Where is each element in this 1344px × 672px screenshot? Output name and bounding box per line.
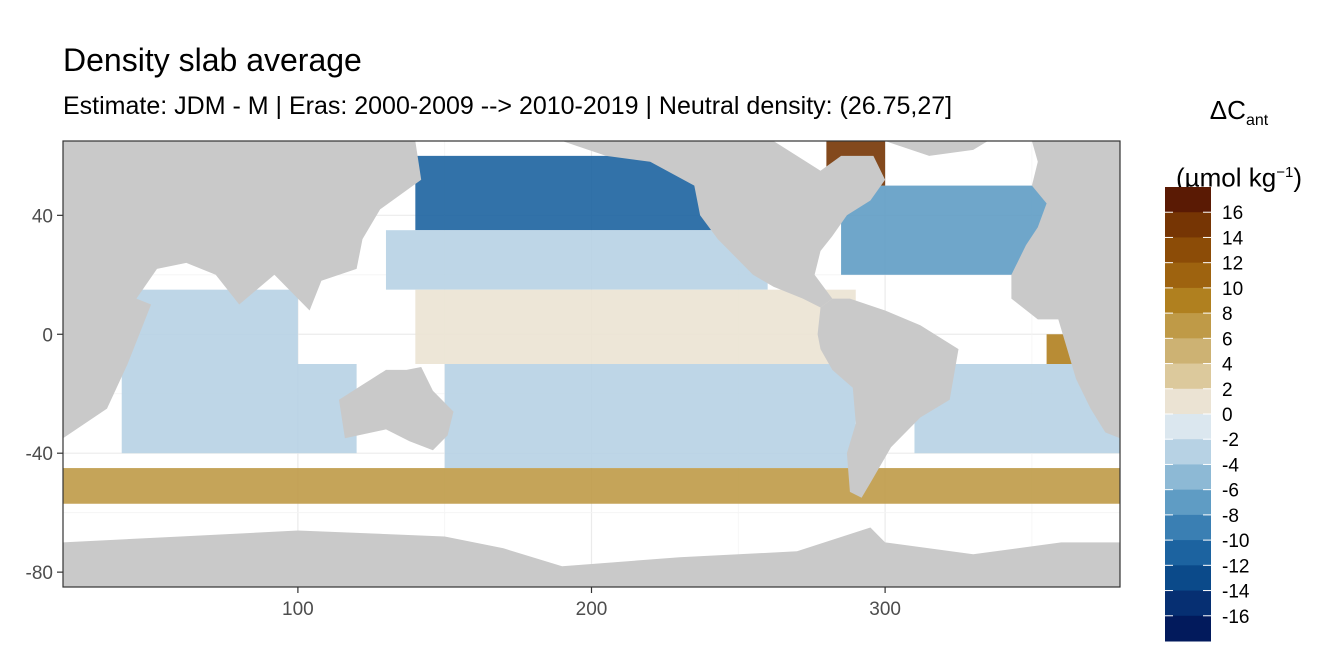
chart-subtitle: Estimate: JDM - M | Eras: 2000-2009 --> … [63,92,953,120]
legend-label: -6 [1222,481,1239,502]
land-europe-africa [1011,141,1120,439]
y-tick-label: 0 [42,325,53,346]
color-legend: 16 14 12 10 8 6 4 2 0 -2 -4 -6 -8 -10 -12 -14 -16 [1165,187,1250,642]
y-tick-label: -40 [26,444,53,465]
legend-swatch [1165,514,1211,541]
legend-swatch [1165,414,1211,440]
legend-unit-superscript: −1 [1276,164,1294,182]
y-tick-label: 40 [32,206,53,227]
legend-swatch [1165,262,1211,289]
legend-swatch [1165,363,1211,390]
legend-swatch [1165,212,1211,238]
legend-swatch [1165,287,1211,314]
legend-label: -14 [1222,582,1250,603]
legend-swatch [1165,540,1211,566]
legend-swatch [1165,615,1211,642]
legend-swatch [1165,464,1211,491]
legend-label: -12 [1222,556,1249,577]
legend-label: -10 [1222,531,1249,552]
legend-label: 12 [1222,254,1243,275]
legend-swatch [1165,313,1211,339]
legend-title: ΔCant (µmol kg−1) [1158,84,1320,204]
legend-swatch [1165,439,1211,465]
legend-swatch [1165,565,1211,592]
legend-label: -4 [1222,455,1239,476]
legend-label: 10 [1222,279,1243,300]
legend-swatch [1165,237,1211,264]
legend-label: 2 [1222,380,1233,401]
legend-label: 6 [1222,329,1233,350]
legend-swatch [1165,388,1211,415]
region-cell [444,364,856,469]
x-tick-label: 300 [869,599,901,620]
legend-swatch [1165,187,1211,213]
legend-label: 4 [1222,355,1233,376]
legend-label: -8 [1222,506,1239,527]
x-tick-label: 100 [282,599,314,620]
y-tick-label: -80 [26,563,53,584]
region-cell [415,289,856,364]
land-australia [339,367,454,451]
legend-label: 8 [1222,304,1233,325]
y-axis: 40 0 -40 -80 [26,206,63,584]
region-cell [121,364,357,454]
land-north-america [562,141,886,308]
land-south-america [817,298,959,498]
legend-label: -16 [1222,607,1249,628]
land-mask [63,141,1120,587]
land-greenland [885,141,988,156]
land-antarctica [63,527,1120,587]
region-cell [385,230,768,290]
legend-variable-subscript: ant [1245,112,1269,130]
legend-label: 14 [1222,228,1244,249]
land-asia [63,141,422,439]
legend-variable: ΔC [1209,95,1246,125]
legend-swatch [1165,338,1211,365]
x-axis: 100 200 300 [282,587,901,620]
legend-unit-close: ) [1293,162,1302,193]
data-field [63,141,1120,504]
legend-label: -2 [1222,430,1239,451]
legend-label: 16 [1222,203,1243,224]
region-cell [121,289,298,364]
x-tick-label: 200 [576,599,608,620]
region-cell [63,468,1120,504]
legend-swatch [1165,489,1211,516]
legend-label: 0 [1222,405,1233,426]
legend-swatch [1165,590,1211,617]
chart-title: Density slab average [63,42,362,78]
